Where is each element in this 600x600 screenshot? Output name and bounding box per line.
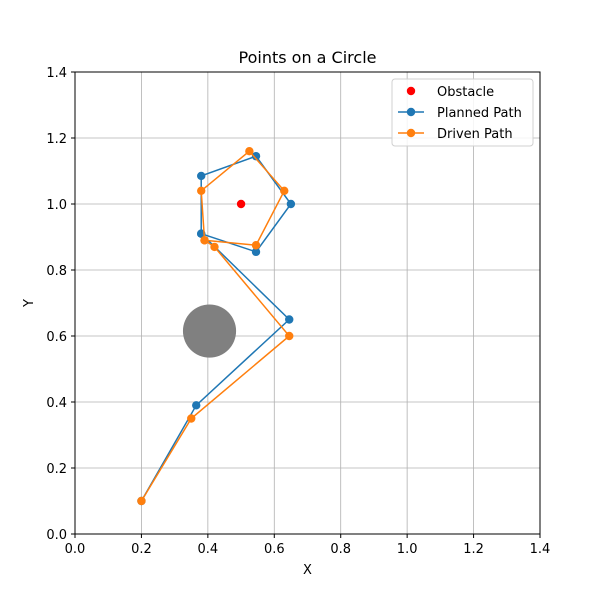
- y-tick-label: 0.2: [46, 462, 67, 477]
- legend-driven-path-label: Driven Path: [437, 127, 513, 142]
- driven-path-point: [210, 242, 219, 252]
- planned-path-point: [251, 151, 261, 161]
- y-tick-label: 0.6: [46, 330, 67, 345]
- legend-obstacle-label: Obstacle: [437, 85, 494, 100]
- legend-planned-path-marker: [406, 107, 416, 117]
- legend-obstacle-marker: [406, 86, 416, 96]
- x-tick-label: 0.0: [65, 542, 86, 557]
- x-tick-label: 1.4: [530, 542, 551, 557]
- x-tick-label: 1.2: [463, 542, 484, 557]
- legend-box: [391, 78, 534, 147]
- plot-frame: [74, 71, 541, 535]
- legend: Obstacle Planned Path Driven Path: [391, 78, 534, 147]
- driven-path-point: [280, 186, 289, 195]
- legend-planned-path-label: Planned Path: [437, 106, 522, 121]
- x-tick-label: 0.8: [330, 542, 351, 557]
- circle-marker: [182, 304, 237, 358]
- planned-path-point: [197, 171, 206, 181]
- chart-title: Points on a Circle: [239, 48, 377, 67]
- y-tick-label: 1.2: [46, 132, 67, 147]
- driven-path-point: [285, 331, 294, 341]
- planned-path-point: [285, 315, 294, 324]
- grid: [74, 71, 541, 535]
- obstacle-point: [236, 199, 246, 209]
- driven-path-line: [140, 150, 291, 502]
- x-axis-label: X: [303, 563, 312, 578]
- y-tick-label: 0.0: [46, 528, 67, 543]
- ticks: 0.0 0.2 0.4 0.6 0.8 1.0 1.2 1.4 0.0 0.2 0.4 0.6 0.8 1…: [46, 66, 550, 557]
- driven-path-point: [251, 241, 261, 250]
- y-axis-label: Y: [22, 299, 37, 308]
- driven-path-point: [245, 147, 254, 156]
- legend-driven-path-marker: [406, 128, 416, 138]
- planned-path-point: [192, 401, 201, 410]
- driven-path-point: [187, 414, 196, 423]
- x-tick-label: 0.4: [198, 542, 219, 557]
- plot-marks: [137, 147, 296, 506]
- y-tick-label: 0.4: [46, 396, 67, 411]
- y-tick-label: 1.4: [46, 66, 67, 81]
- driven-path-point: [200, 236, 209, 245]
- y-tick-label: 0.8: [46, 264, 67, 279]
- x-tick-label: 0.6: [264, 542, 285, 557]
- driven-path-point: [197, 186, 206, 195]
- planned-path-point: [286, 199, 296, 209]
- x-tick-label: 0.2: [131, 542, 152, 557]
- driven-path-point: [137, 496, 146, 506]
- x-tick-label: 1.0: [397, 542, 418, 557]
- y-tick-label: 1.0: [46, 198, 67, 213]
- planned-path-point: [251, 247, 261, 257]
